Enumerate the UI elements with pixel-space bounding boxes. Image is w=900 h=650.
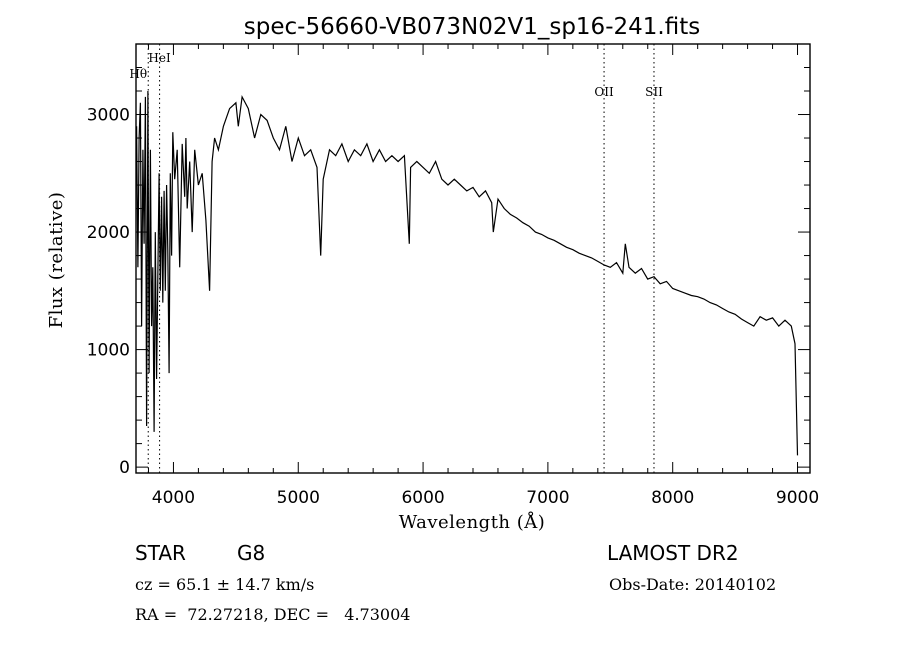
x-tick-label: 8000 (651, 488, 694, 508)
spectrum-series-line (136, 90, 799, 456)
survey-name: LAMOST DR2 (607, 541, 739, 565)
spectral-line-label: OII (594, 85, 614, 99)
x-axis-title: Wavelength (Å) (399, 511, 546, 533)
y-tick-label: 0 (119, 458, 130, 478)
spectral-line-label: Hθ (129, 67, 147, 81)
observation-date: Obs-Date: 20140102 (609, 575, 777, 594)
plot-frame (135, 43, 811, 474)
y-tick-label: 3000 (87, 106, 130, 126)
axis-ticks: 4000 5000 6000 7000 8000 9000 0 1000 2000 3000 (87, 44, 819, 508)
spectral-line-label: SII (645, 85, 663, 99)
x-tick-label: 7000 (526, 488, 569, 508)
y-axis-title: Flux (relative) (46, 192, 67, 329)
x-tick-label: 9000 (776, 488, 819, 508)
object-subclass: G8 (237, 541, 266, 565)
spectral-line-label: HeI (148, 51, 171, 65)
x-tick-label: 6000 (401, 488, 444, 508)
x-tick-label: 4000 (152, 488, 195, 508)
y-tick-label: 2000 (87, 223, 130, 243)
object-class: STAR (135, 541, 186, 565)
coordinates-readout: RA = 72.27218, DEC = 4.73004 (135, 605, 411, 624)
redshift-readout: cz = 65.1 ± 14.7 km/s (135, 575, 315, 594)
chart-title: spec-56660-VB073N02V1_sp16-241.fits (244, 14, 700, 40)
x-tick-label: 5000 (277, 488, 320, 508)
y-tick-label: 1000 (87, 341, 130, 361)
